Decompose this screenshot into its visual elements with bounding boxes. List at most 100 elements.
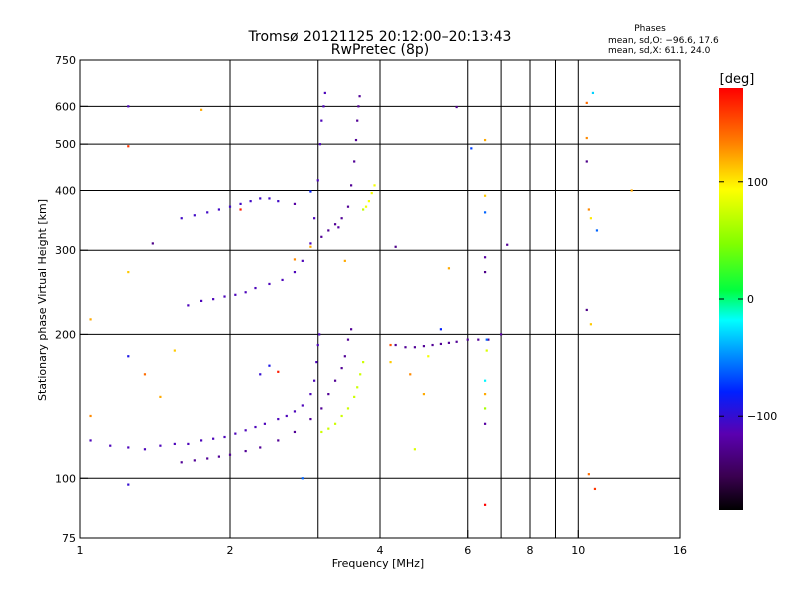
- trace-point: [320, 119, 323, 122]
- trace-point: [301, 404, 304, 407]
- trace-point: [370, 192, 373, 195]
- scatter-point: [259, 373, 262, 376]
- scatter-point: [439, 328, 442, 331]
- trace-point: [254, 286, 257, 290]
- scatter-point: [585, 136, 588, 140]
- scatter-point: [409, 373, 412, 376]
- trace-point: [350, 328, 353, 331]
- trace-point: [223, 295, 226, 298]
- scatter-point: [470, 147, 473, 150]
- trace-point: [354, 138, 358, 142]
- trace-point: [333, 422, 337, 425]
- trace-point: [439, 342, 442, 346]
- trace-point: [477, 338, 480, 341]
- y-tick-label: 200: [55, 328, 76, 341]
- scatter-point: [309, 245, 312, 248]
- trace-point: [340, 217, 343, 220]
- x-axis-label: Frequency [MHz]: [332, 557, 424, 570]
- trace-point: [333, 379, 337, 382]
- scatter-point: [127, 355, 130, 358]
- trace-point: [466, 338, 469, 341]
- colorbar-ticks: 100 0 −100: [719, 176, 777, 423]
- trace-point: [239, 202, 242, 205]
- trace-point: [309, 417, 312, 421]
- y-axis-ticks: 75 100 200 300 400 500 600 750: [55, 54, 88, 545]
- trace-point: [212, 298, 215, 301]
- trace-point: [285, 414, 288, 418]
- scatter-point: [483, 194, 487, 197]
- scatter-point: [309, 190, 312, 193]
- trace-point: [281, 278, 284, 282]
- colorbar-label: [deg]: [720, 72, 755, 87]
- trace-point: [249, 200, 252, 203]
- trace-point: [333, 223, 337, 226]
- scatter-point: [337, 226, 340, 229]
- trace-point: [180, 461, 183, 464]
- scatter-point: [200, 108, 203, 111]
- trace-point: [259, 446, 262, 449]
- trace-point: [200, 299, 203, 303]
- scatter-point: [173, 349, 176, 352]
- trace-point: [217, 208, 220, 211]
- scatter-point: [89, 414, 92, 418]
- legend-o-stats: mean, sd,O: −96.6, 17.6: [608, 36, 719, 46]
- scatter-point: [389, 343, 392, 347]
- scatter-point: [362, 208, 365, 211]
- scatter-point: [427, 355, 430, 358]
- trace-point: [244, 291, 247, 294]
- trace-point: [327, 393, 330, 396]
- x-tick-label: 6: [464, 544, 471, 557]
- trace-point: [356, 386, 359, 389]
- scatter-point: [500, 333, 503, 336]
- chart-title: Tromsø 20121125 20:12:00–20:13:43: [248, 29, 512, 45]
- trace-point: [353, 160, 356, 163]
- trace-point: [277, 439, 280, 442]
- trace-point: [293, 430, 297, 434]
- scatter-point: [483, 138, 487, 142]
- trace-point: [358, 95, 361, 98]
- colorbar-tick-label: 100: [747, 176, 768, 189]
- scatter-point: [630, 189, 633, 192]
- trace-point: [350, 184, 353, 187]
- scatter-point: [587, 473, 590, 476]
- trace-point: [159, 444, 162, 447]
- scatter-point: [593, 487, 597, 491]
- scatter-point: [587, 208, 590, 211]
- trace-point: [313, 379, 316, 382]
- scatter-point: [389, 361, 392, 364]
- trace-point: [431, 343, 434, 347]
- scatter-point: [483, 256, 487, 259]
- scatter-point: [159, 395, 162, 398]
- scatter-point: [483, 211, 487, 214]
- trace-point: [323, 91, 326, 95]
- trace-point: [244, 429, 247, 432]
- trace-point: [309, 393, 312, 396]
- scatter-point: [127, 145, 130, 148]
- trace-point: [346, 338, 350, 341]
- scatter-point: [483, 379, 487, 382]
- scatter-point: [127, 105, 130, 108]
- trace-point: [353, 395, 356, 398]
- trace-point: [340, 367, 343, 370]
- grid-lines: [80, 60, 680, 538]
- scatter-point: [455, 105, 458, 109]
- x-tick-label: 1: [77, 544, 84, 557]
- trace-point: [206, 457, 209, 460]
- y-axis-label: Stationary phase Virtual Height [km]: [36, 199, 49, 401]
- trace-point: [180, 217, 183, 220]
- colorbar-tick-label: −100: [747, 410, 777, 423]
- trace-point: [315, 361, 318, 364]
- trace-point: [447, 341, 451, 344]
- trace-point: [364, 205, 368, 208]
- scatter-point: [485, 349, 488, 352]
- trace-point: [293, 410, 297, 413]
- scatter-point: [447, 267, 451, 270]
- trace-point: [109, 444, 112, 447]
- scatter-point: [485, 338, 488, 341]
- x-tick-label: 10: [571, 544, 585, 557]
- trace-point: [413, 346, 416, 349]
- trace-point: [318, 333, 321, 336]
- scatter-point: [268, 364, 271, 367]
- trace-point: [193, 214, 196, 217]
- trace-point: [320, 430, 323, 434]
